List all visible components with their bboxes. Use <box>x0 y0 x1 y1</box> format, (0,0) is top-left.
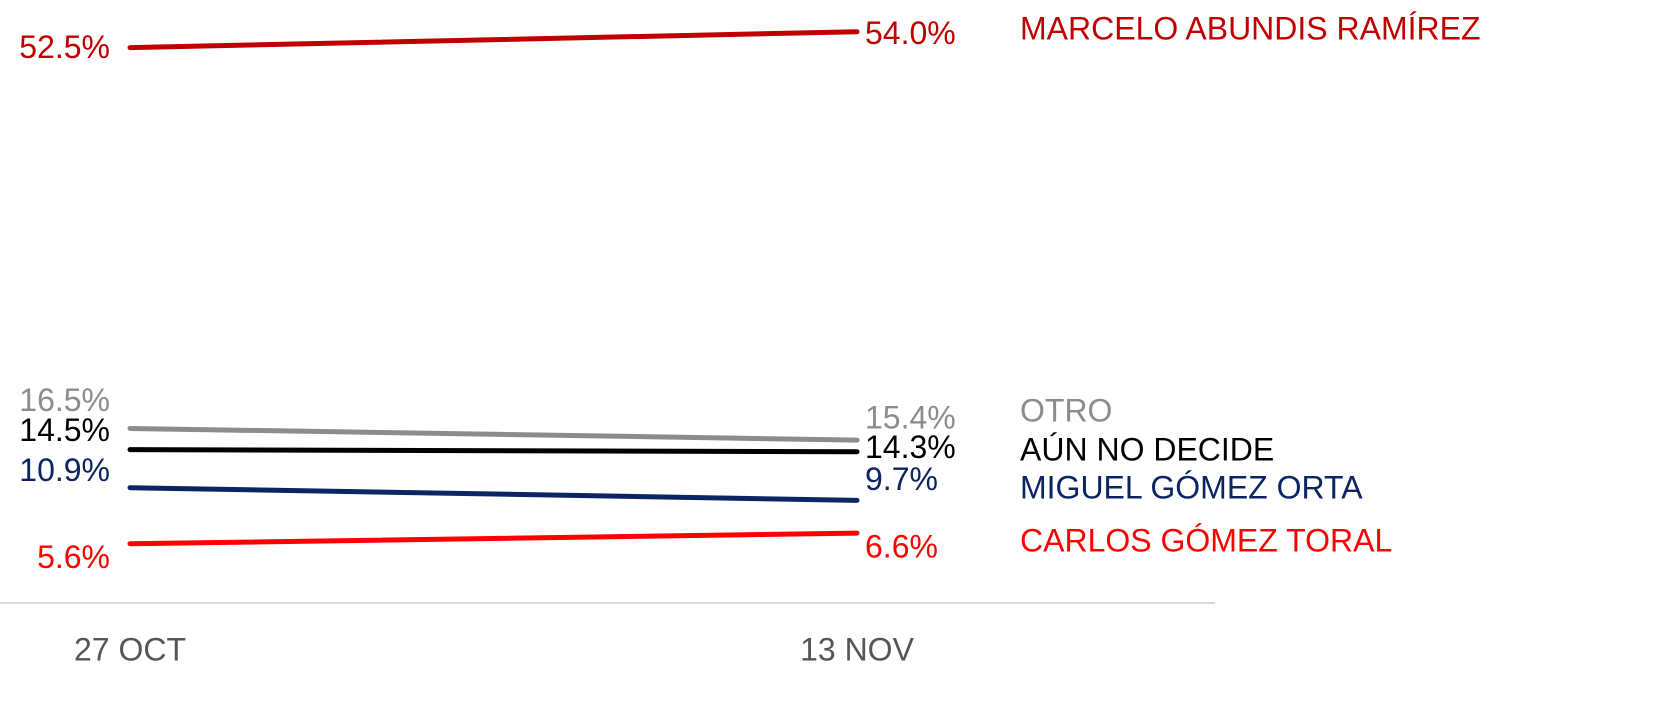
legend-label: OTRO <box>1020 392 1112 428</box>
x-tick-label: 13 NOV <box>800 631 914 667</box>
value-label: 10.9% <box>19 452 110 488</box>
legend-label: CARLOS GÓMEZ TORAL <box>1020 522 1392 558</box>
value-label: 9.7% <box>865 461 938 497</box>
x-tick-label: 27 OCT <box>74 631 186 667</box>
value-label: 14.3% <box>865 429 956 465</box>
value-label: 16.5% <box>19 382 110 418</box>
value-label: 15.4% <box>865 400 956 436</box>
series-line <box>127 29 860 51</box>
value-label: 6.6% <box>865 529 938 565</box>
value-label: 54.0% <box>865 15 956 51</box>
series-line <box>127 530 860 547</box>
value-label: 14.5% <box>19 412 110 448</box>
series-line <box>127 425 860 443</box>
value-label: 52.5% <box>19 29 110 65</box>
legend-label: AÚN NO DECIDE <box>1020 431 1274 467</box>
legend-label: MIGUEL GÓMEZ ORTA <box>1020 469 1363 505</box>
series-line <box>127 447 860 455</box>
value-label: 5.6% <box>37 539 110 575</box>
legend-label: MARCELO ABUNDIS RAMÍREZ <box>1020 10 1481 46</box>
series-line <box>127 485 860 503</box>
